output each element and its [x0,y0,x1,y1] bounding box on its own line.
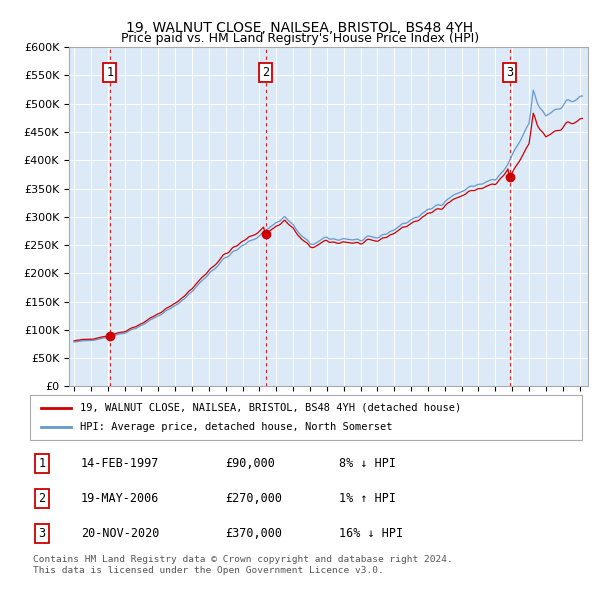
Text: 19, WALNUT CLOSE, NAILSEA, BRISTOL, BS48 4YH (detached house): 19, WALNUT CLOSE, NAILSEA, BRISTOL, BS48… [80,403,461,412]
Text: 1% ↑ HPI: 1% ↑ HPI [339,492,396,505]
Text: 1: 1 [38,457,46,470]
Text: £270,000: £270,000 [225,492,282,505]
Text: 1: 1 [106,66,113,79]
Text: 3: 3 [506,66,514,79]
Text: 16% ↓ HPI: 16% ↓ HPI [339,527,403,540]
Text: Price paid vs. HM Land Registry's House Price Index (HPI): Price paid vs. HM Land Registry's House … [121,32,479,45]
Text: Contains HM Land Registry data © Crown copyright and database right 2024.: Contains HM Land Registry data © Crown c… [33,555,453,563]
Text: HPI: Average price, detached house, North Somerset: HPI: Average price, detached house, Nort… [80,422,392,432]
Text: This data is licensed under the Open Government Licence v3.0.: This data is licensed under the Open Gov… [33,566,384,575]
FancyBboxPatch shape [30,395,582,440]
Text: 2: 2 [262,66,269,79]
Text: £90,000: £90,000 [225,457,275,470]
Text: 3: 3 [38,527,46,540]
Text: £370,000: £370,000 [225,527,282,540]
Text: 8% ↓ HPI: 8% ↓ HPI [339,457,396,470]
Text: 20-NOV-2020: 20-NOV-2020 [81,527,160,540]
Text: 19-MAY-2006: 19-MAY-2006 [81,492,160,505]
Text: 2: 2 [38,492,46,505]
Text: 19, WALNUT CLOSE, NAILSEA, BRISTOL, BS48 4YH: 19, WALNUT CLOSE, NAILSEA, BRISTOL, BS48… [127,21,473,35]
Text: 14-FEB-1997: 14-FEB-1997 [81,457,160,470]
